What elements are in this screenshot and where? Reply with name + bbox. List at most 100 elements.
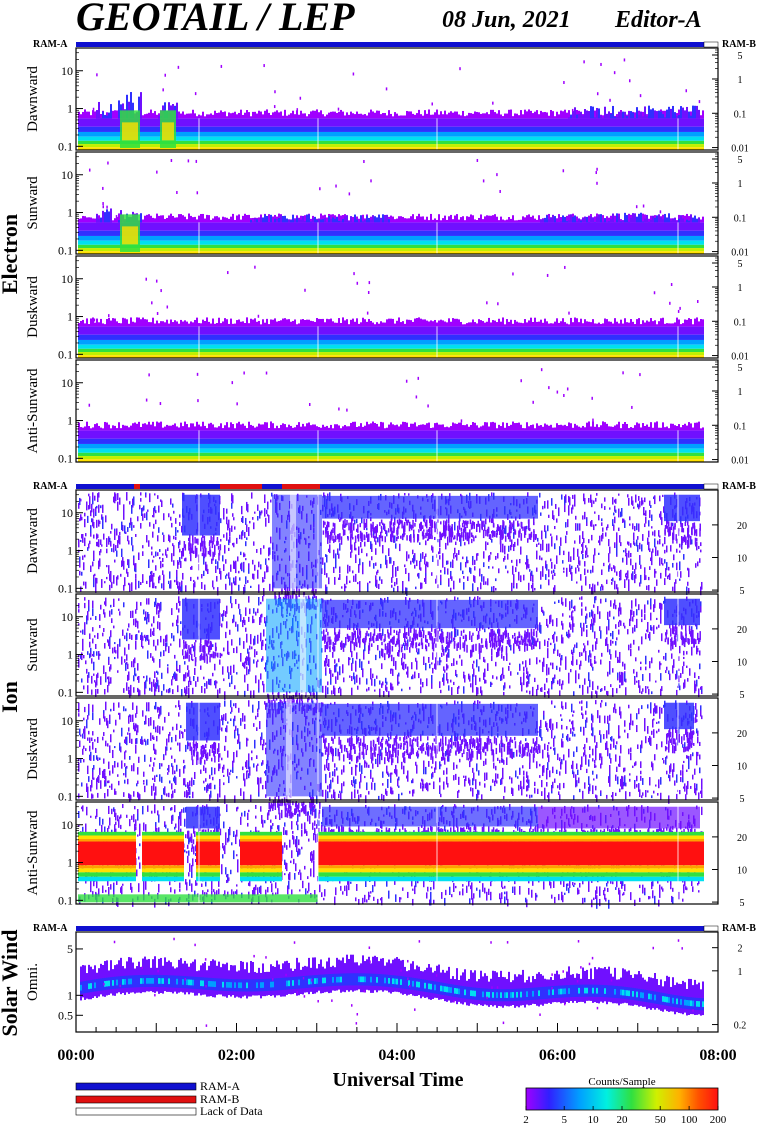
electron-fringe — [98, 322, 100, 327]
electron-burst — [102, 111, 104, 119]
electron-fringe — [206, 214, 208, 223]
ion-streak — [226, 533, 228, 539]
ion-streak — [263, 579, 265, 582]
ion-streak — [554, 631, 556, 635]
electron-fringe — [314, 110, 316, 119]
ion-streak — [338, 577, 340, 580]
electron-fringe — [166, 319, 168, 327]
ion-dense-fringe — [401, 535, 404, 540]
electron-fringe — [364, 319, 366, 327]
electron-dot — [459, 67, 461, 71]
ion-streak — [477, 687, 479, 695]
electron-fringe — [600, 323, 602, 327]
electron-fringe — [354, 114, 356, 119]
electron-fringe — [242, 215, 244, 223]
ion-dense-fringe — [325, 525, 328, 534]
ion-streak — [511, 582, 513, 592]
ion-streak — [672, 532, 674, 540]
ion-streak — [613, 512, 615, 516]
ion-streak — [173, 560, 175, 566]
ion-streak — [151, 546, 153, 550]
electron-band-2 — [78, 443, 704, 449]
electron-burst — [540, 219, 542, 223]
ion-streak — [592, 623, 594, 633]
ion-streak — [181, 525, 183, 533]
ion-streak — [541, 530, 543, 540]
ion-streak — [590, 569, 592, 574]
electron-fringe — [226, 422, 228, 431]
ion-streak — [471, 538, 473, 544]
ion-streak — [394, 581, 396, 587]
electron-fringe — [472, 319, 474, 327]
electron-fringe — [644, 322, 646, 327]
y-tick-label: 0.1 — [58, 347, 73, 361]
ion-streak — [265, 638, 267, 641]
electron-fringe — [140, 426, 142, 431]
ion-streak — [253, 619, 255, 623]
ion-streak — [128, 623, 130, 627]
electron-fringe — [560, 424, 562, 431]
ion-streak — [355, 554, 357, 564]
electron-fringe — [632, 427, 634, 431]
electron-fringe — [440, 111, 442, 119]
electron-fringe — [286, 115, 288, 119]
ion-streak — [168, 688, 170, 694]
ion-streak — [257, 608, 259, 614]
ion-streak — [472, 534, 474, 538]
ion-streak — [542, 566, 544, 574]
ion-streak — [611, 578, 613, 582]
ion-streak — [447, 560, 449, 565]
electron-burst — [294, 219, 296, 223]
electron-fringe — [320, 110, 322, 119]
ion-streak — [163, 650, 165, 653]
electron-fringe — [190, 423, 192, 431]
ion-streak — [84, 537, 86, 547]
r-tick-label: 0.01 — [731, 248, 749, 259]
electron-fringe — [298, 422, 300, 431]
ion-streak — [152, 631, 154, 636]
ion-streak — [639, 542, 641, 550]
ion-dense-fringe — [429, 519, 432, 527]
electron-fringe — [278, 112, 280, 119]
ion-streak — [79, 562, 81, 568]
ion-streak — [592, 565, 594, 573]
ion-streak — [266, 564, 268, 573]
y-tick-label: 10 — [61, 376, 73, 390]
electron-fringe — [460, 422, 462, 431]
electron-fringe — [502, 317, 504, 327]
ion-streak — [200, 665, 202, 670]
electron-ram-bar — [76, 42, 718, 47]
ion-streak — [124, 635, 126, 640]
electron-fringe — [150, 424, 152, 431]
electron-fringe — [426, 216, 428, 223]
ion-streak — [586, 613, 588, 619]
electron-fringe — [482, 425, 484, 431]
ion-dense-fringe — [465, 520, 467, 525]
ion-streak — [151, 551, 153, 556]
ion-streak — [78, 654, 80, 658]
ion-streak — [576, 642, 578, 649]
ion-streak — [244, 553, 246, 557]
electron-fringe — [602, 215, 604, 223]
electron-dot — [177, 65, 180, 69]
ion-streak — [238, 584, 240, 591]
electron-fringe — [444, 427, 446, 431]
ion-streak — [662, 563, 664, 566]
ion-streak — [160, 499, 162, 502]
ion-streak — [582, 686, 584, 695]
ion-streak — [608, 626, 610, 631]
ion-streak — [568, 495, 570, 500]
electron-fringe — [168, 215, 170, 223]
ion-dense-fringe — [699, 528, 701, 537]
ion-streak — [550, 558, 552, 562]
ion-dense-fringe — [422, 532, 425, 536]
electron-dot — [363, 160, 365, 164]
electron-fringe — [192, 217, 194, 223]
electron-fringe — [290, 425, 292, 431]
ion-streak — [548, 638, 550, 641]
ion-streak — [519, 665, 521, 671]
ion-streak — [381, 527, 383, 534]
ion-streak — [425, 573, 427, 576]
ion-streak — [177, 581, 179, 589]
ion-streak — [103, 533, 105, 540]
